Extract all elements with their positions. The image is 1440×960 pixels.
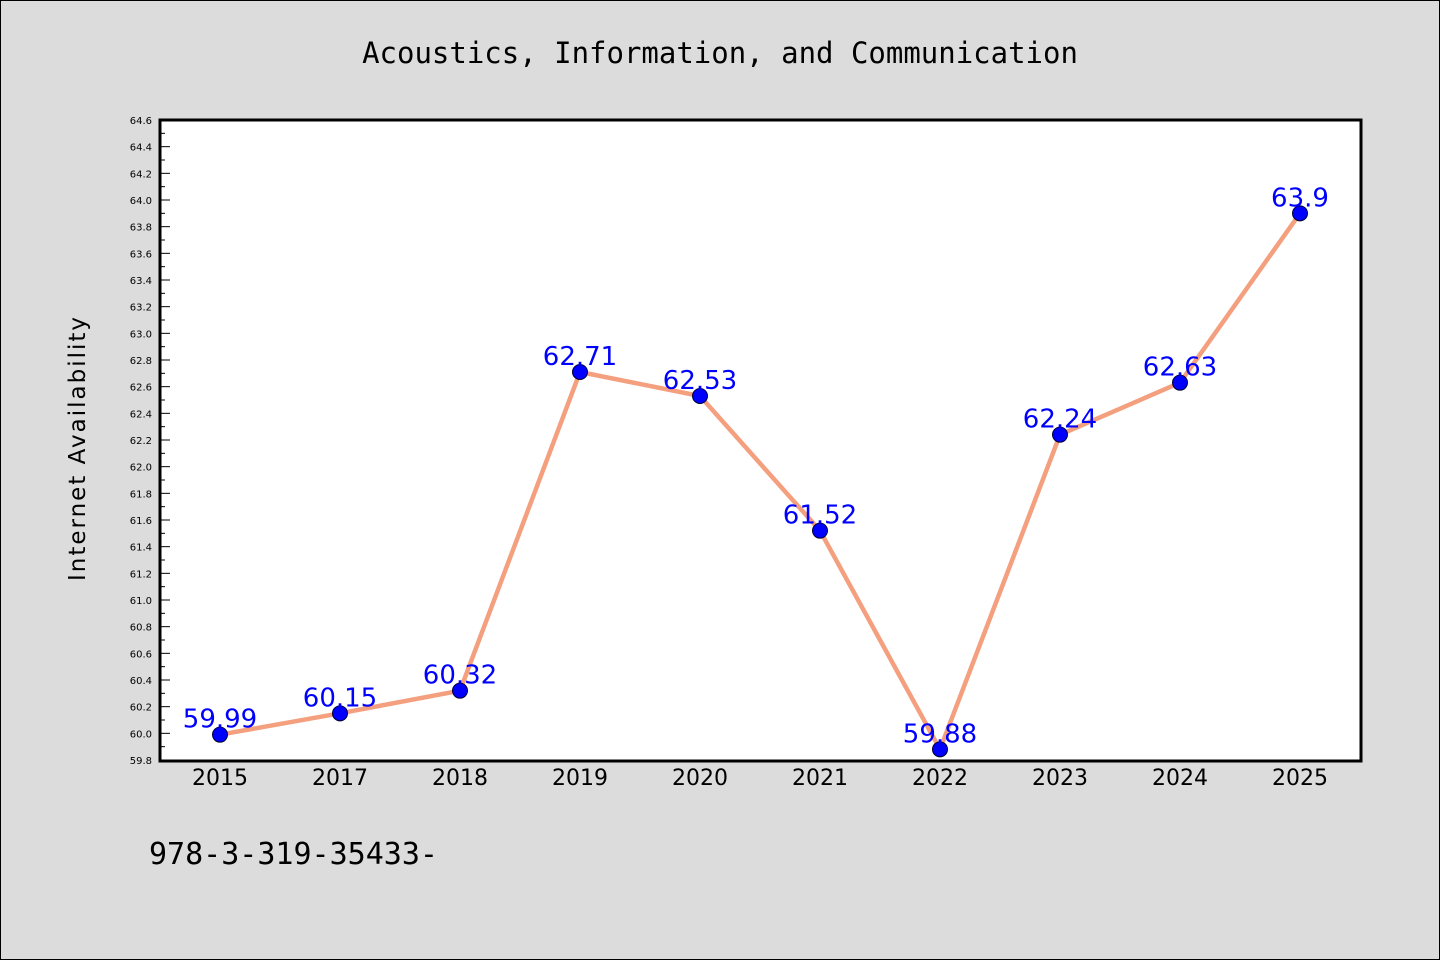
data-point	[332, 705, 348, 722]
y-tick-label: 62.4	[130, 409, 152, 420]
data-label: 62.24	[1023, 405, 1097, 435]
y-tick-label: 64.4	[130, 143, 152, 154]
data-label: 59.88	[903, 719, 977, 749]
y-tick-label: 60.4	[130, 676, 152, 687]
data-point	[1292, 205, 1308, 222]
y-tick-label: 63.0	[130, 329, 152, 340]
x-tick-label: 2023	[1032, 766, 1088, 791]
series-line	[219, 212, 1302, 752]
data-point	[1052, 426, 1068, 443]
y-tick-label: 63.6	[130, 249, 152, 260]
series-layer: 59.99 60.15 60.32 62.71 62.53 61.52 59.88 62.24…	[183, 183, 1329, 758]
data-label: 62.63	[1143, 353, 1217, 383]
data-label: 60.15	[303, 683, 377, 713]
y-tick-label: 60.2	[130, 703, 152, 714]
y-tick-label: 62.8	[130, 356, 152, 367]
data-label: 63.9	[1271, 183, 1329, 213]
y-axis-label: Internet Availability	[65, 315, 91, 581]
data-label: 61.52	[783, 501, 857, 531]
y-axis: 59.8 60.0 60.2 60.4 60.6 60.8 61.0 61.2 61.4 61.6…	[130, 116, 170, 767]
x-tick-label: 2017	[312, 766, 368, 791]
data-label: 62.53	[663, 366, 737, 396]
x-tick-label: 2019	[552, 766, 608, 791]
y-tick-label: 59.8	[130, 756, 152, 767]
y-tick-label: 60.8	[130, 623, 152, 634]
data-point	[812, 522, 828, 539]
footer-text: 978-3-319-35433-	[149, 837, 438, 872]
y-tick-label: 63.4	[130, 276, 152, 287]
y-tick-label: 60.6	[130, 649, 152, 660]
y-tick-label: 62.0	[130, 463, 152, 474]
data-point	[452, 682, 468, 699]
chart-title: Acoustics, Information, and Communicatio…	[362, 36, 1078, 70]
y-tick-label: 61.6	[130, 516, 152, 527]
data-point	[1172, 374, 1188, 391]
x-tick-label: 2024	[1152, 766, 1208, 791]
y-tick-label: 60.0	[130, 729, 152, 740]
x-tick-label: 2020	[672, 766, 728, 791]
plot-area	[158, 118, 1363, 763]
x-tick-label: 2022	[912, 766, 968, 791]
x-tick-label: 2018	[432, 766, 488, 791]
y-tick-label: 63.2	[130, 303, 152, 314]
y-tick-label: 61.4	[130, 543, 152, 554]
y-tick-label: 62.6	[130, 383, 152, 394]
x-tick-label: 2015	[192, 766, 248, 791]
y-tick-label: 64.0	[130, 196, 152, 207]
y-tick-label: 62.2	[130, 436, 152, 447]
data-label: 62.71	[543, 342, 617, 372]
y-tick-label: 61.2	[130, 569, 152, 580]
data-point	[212, 726, 228, 743]
x-axis: 2015 2017 2018 2019 2020 2021 2022 2023 2024 2025	[192, 766, 1328, 791]
data-point	[572, 364, 588, 380]
x-tick-label: 2025	[1272, 766, 1328, 791]
data-label: 60.32	[423, 661, 497, 691]
data-point	[932, 741, 948, 758]
y-tick-label: 61.0	[130, 596, 152, 607]
y-tick-label: 64.2	[130, 169, 152, 180]
x-tick-label: 2021	[792, 766, 848, 791]
y-tick-label: 61.8	[130, 489, 152, 500]
data-label: 59.99	[183, 705, 257, 735]
y-tick-label: 63.8	[130, 223, 152, 234]
data-point	[692, 388, 708, 404]
y-tick-label: 64.6	[130, 116, 152, 127]
